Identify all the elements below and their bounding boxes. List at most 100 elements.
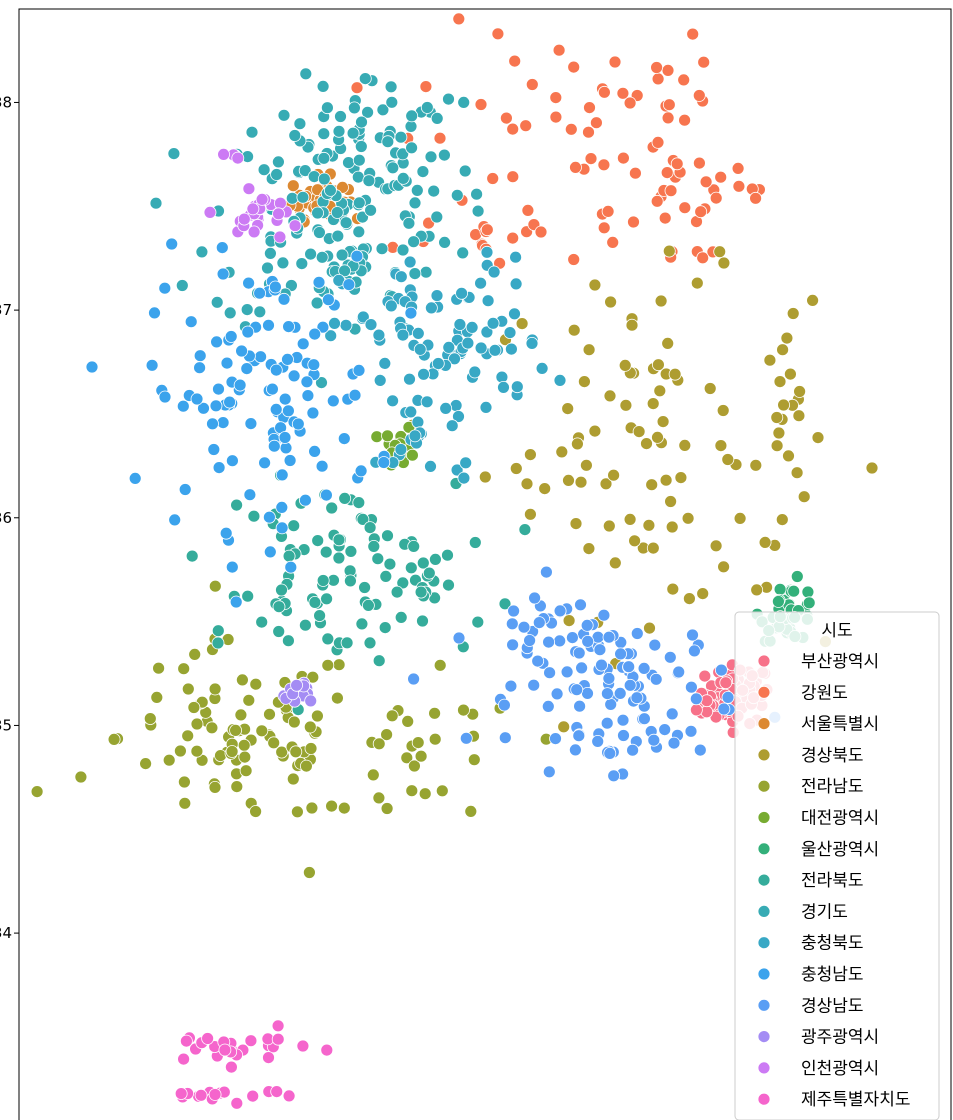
data-point bbox=[289, 745, 303, 759]
data-point bbox=[74, 770, 88, 784]
data-point bbox=[361, 105, 375, 119]
data-point bbox=[411, 736, 425, 749]
data-point bbox=[403, 255, 417, 269]
data-point bbox=[273, 230, 287, 244]
data-point bbox=[310, 296, 324, 310]
data-point bbox=[317, 127, 331, 141]
legend-label: 부산광역시 bbox=[801, 652, 879, 672]
data-point bbox=[650, 194, 664, 208]
data-point bbox=[319, 545, 333, 559]
data-point bbox=[697, 55, 711, 69]
data-point bbox=[286, 179, 300, 193]
data-point bbox=[498, 597, 512, 611]
data-point bbox=[407, 672, 421, 686]
series-4 bbox=[30, 579, 553, 879]
data-point bbox=[212, 461, 226, 475]
data-point bbox=[245, 125, 259, 139]
data-point bbox=[291, 417, 305, 431]
data-point bbox=[311, 534, 325, 547]
legend-marker bbox=[757, 905, 771, 918]
data-point bbox=[662, 244, 676, 258]
data-point bbox=[667, 736, 681, 750]
data-point bbox=[433, 131, 447, 145]
data-point bbox=[167, 147, 181, 161]
data-point bbox=[731, 161, 745, 175]
data-point bbox=[797, 490, 811, 504]
data-point bbox=[442, 92, 455, 106]
legend-label: 충청북도 bbox=[801, 934, 864, 954]
data-point bbox=[269, 402, 283, 416]
legend-marker bbox=[757, 967, 771, 981]
data-point bbox=[416, 165, 430, 179]
data-point bbox=[288, 219, 302, 233]
data-point bbox=[628, 534, 641, 548]
y-axis-ticks: 38 37 36 35 34 bbox=[0, 93, 19, 942]
data-point bbox=[385, 709, 399, 723]
data-point bbox=[303, 720, 317, 734]
data-point bbox=[321, 293, 335, 307]
data-point bbox=[601, 687, 614, 700]
data-point bbox=[658, 723, 672, 736]
data-point bbox=[352, 153, 366, 167]
data-point bbox=[588, 278, 602, 292]
data-point bbox=[583, 101, 596, 114]
data-point bbox=[486, 172, 500, 185]
data-point bbox=[193, 361, 207, 375]
data-point bbox=[413, 342, 427, 356]
data-point bbox=[347, 101, 361, 115]
data-point bbox=[338, 264, 352, 278]
data-point bbox=[419, 265, 433, 279]
data-point bbox=[258, 456, 272, 470]
data-point bbox=[713, 245, 727, 259]
data-point bbox=[372, 791, 386, 805]
data-point bbox=[465, 320, 479, 334]
data-point bbox=[308, 596, 322, 609]
data-point bbox=[238, 750, 252, 764]
data-point bbox=[301, 389, 315, 403]
data-point bbox=[296, 190, 310, 204]
data-point bbox=[678, 201, 692, 215]
legend-marker bbox=[757, 654, 771, 668]
data-point bbox=[281, 352, 294, 366]
data-point bbox=[158, 281, 172, 295]
data-point bbox=[582, 343, 596, 357]
data-point bbox=[763, 353, 777, 367]
data-point bbox=[450, 188, 464, 202]
data-point bbox=[606, 235, 620, 249]
data-point bbox=[437, 148, 451, 162]
data-point bbox=[271, 1032, 285, 1046]
legend-label: 경상남도 bbox=[801, 996, 864, 1016]
data-point bbox=[455, 286, 469, 300]
data-point bbox=[407, 759, 421, 773]
data-point bbox=[278, 431, 292, 444]
data-point bbox=[623, 678, 637, 692]
data-point bbox=[262, 1051, 275, 1064]
data-point bbox=[277, 292, 291, 306]
data-point bbox=[362, 174, 376, 188]
data-point bbox=[578, 375, 591, 389]
data-point bbox=[307, 358, 321, 372]
data-point bbox=[381, 429, 394, 443]
data-point bbox=[366, 768, 380, 782]
data-point bbox=[773, 582, 787, 596]
data-point bbox=[696, 587, 710, 600]
data-point bbox=[145, 358, 159, 372]
data-point bbox=[376, 103, 390, 117]
data-point bbox=[405, 784, 419, 798]
data-point bbox=[656, 415, 670, 429]
data-point bbox=[534, 225, 548, 239]
data-point bbox=[677, 73, 691, 87]
data-point bbox=[242, 182, 256, 196]
data-point bbox=[424, 150, 438, 164]
data-point bbox=[445, 419, 459, 433]
data-point bbox=[750, 583, 764, 597]
data-point bbox=[325, 799, 339, 813]
data-point bbox=[352, 225, 366, 239]
data-point bbox=[377, 456, 391, 469]
data-point bbox=[504, 679, 518, 693]
data-point bbox=[210, 335, 224, 349]
data-point bbox=[590, 116, 603, 130]
data-point bbox=[553, 604, 567, 618]
data-point bbox=[686, 628, 699, 642]
data-point bbox=[575, 661, 588, 675]
